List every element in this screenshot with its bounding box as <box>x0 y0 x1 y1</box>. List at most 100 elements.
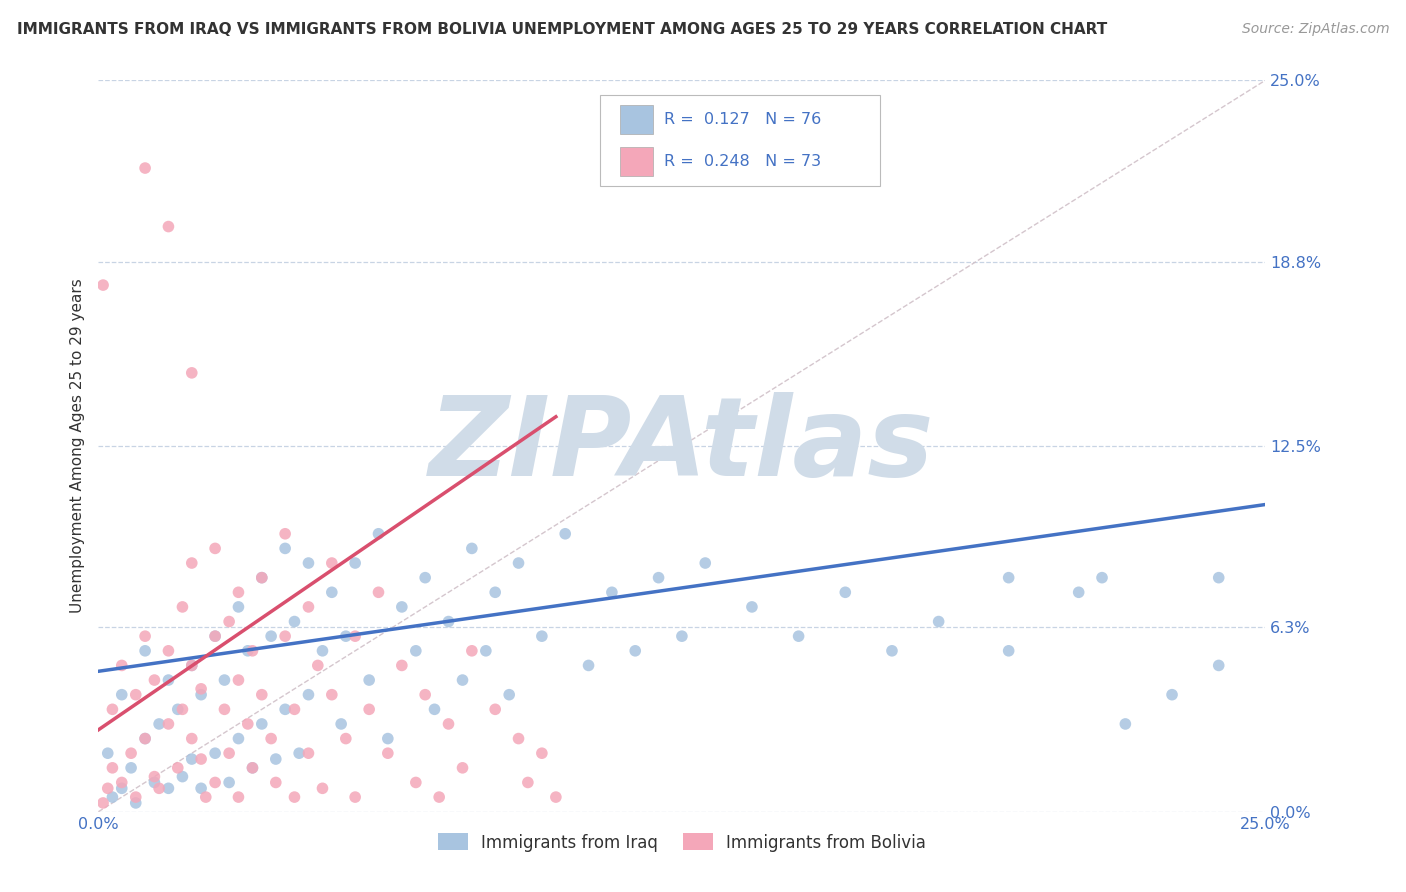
Point <box>242 761 264 775</box>
Point <box>928 615 950 629</box>
Point <box>134 629 156 643</box>
Point <box>274 541 297 556</box>
Point <box>218 746 240 760</box>
Point <box>311 781 333 796</box>
Point <box>236 717 259 731</box>
Point <box>228 585 250 599</box>
Point <box>484 702 506 716</box>
Point <box>228 790 250 805</box>
Point <box>97 746 120 760</box>
Point <box>437 717 460 731</box>
Point <box>530 746 553 760</box>
Point <box>377 731 399 746</box>
Point <box>498 688 520 702</box>
Point <box>297 746 319 760</box>
Point <box>157 644 180 658</box>
Point <box>274 629 297 643</box>
Point <box>166 761 188 775</box>
Point <box>204 629 226 643</box>
Point <box>101 702 124 716</box>
Point <box>250 717 273 731</box>
Point <box>695 556 717 570</box>
Point <box>297 599 319 614</box>
Point <box>180 366 202 380</box>
Point <box>741 599 763 614</box>
Point <box>344 790 367 805</box>
Point <box>461 644 484 658</box>
FancyBboxPatch shape <box>620 147 652 177</box>
Point <box>228 673 250 687</box>
Text: IMMIGRANTS FROM IRAQ VS IMMIGRANTS FROM BOLIVIA UNEMPLOYMENT AMONG AGES 25 TO 29: IMMIGRANTS FROM IRAQ VS IMMIGRANTS FROM … <box>17 22 1107 37</box>
Point <box>190 752 212 766</box>
Point <box>288 746 311 760</box>
Point <box>307 658 329 673</box>
Point <box>391 658 413 673</box>
Point <box>508 556 530 570</box>
Point <box>111 781 134 796</box>
Point <box>880 644 903 658</box>
Point <box>157 673 180 687</box>
Text: R =  0.248   N = 73: R = 0.248 N = 73 <box>665 154 821 169</box>
Point <box>228 731 250 746</box>
Point <box>451 673 474 687</box>
Point <box>311 644 333 658</box>
Point <box>413 688 436 702</box>
Point <box>125 796 148 810</box>
Point <box>484 585 506 599</box>
Point <box>516 775 538 789</box>
Point <box>172 770 194 784</box>
Y-axis label: Unemployment Among Ages 25 to 29 years: Unemployment Among Ages 25 to 29 years <box>69 278 84 614</box>
Point <box>228 599 250 614</box>
Point <box>321 688 343 702</box>
Point <box>321 585 343 599</box>
Point <box>190 681 212 696</box>
Point <box>236 644 259 658</box>
Point <box>260 629 283 643</box>
Point <box>148 781 170 796</box>
Point <box>101 761 124 775</box>
Point <box>134 644 156 658</box>
Point <box>544 790 567 805</box>
Point <box>204 629 226 643</box>
Point <box>437 615 460 629</box>
Point <box>297 556 319 570</box>
Point <box>367 585 389 599</box>
Point <box>250 571 273 585</box>
Point <box>260 731 283 746</box>
Point <box>834 585 856 599</box>
Point <box>214 673 236 687</box>
Point <box>359 702 381 716</box>
Point <box>120 761 142 775</box>
Point <box>283 615 305 629</box>
Point <box>461 541 484 556</box>
Point <box>367 526 389 541</box>
Point <box>451 761 474 775</box>
Point <box>180 658 202 673</box>
Point <box>530 629 553 643</box>
Legend: Immigrants from Iraq, Immigrants from Bolivia: Immigrants from Iraq, Immigrants from Bo… <box>432 827 932 858</box>
Point <box>134 731 156 746</box>
Text: Source: ZipAtlas.com: Source: ZipAtlas.com <box>1241 22 1389 37</box>
Point <box>274 526 297 541</box>
Point <box>335 629 357 643</box>
Point <box>97 781 120 796</box>
Point <box>180 658 202 673</box>
Point <box>111 658 134 673</box>
Point <box>204 746 226 760</box>
Point <box>242 761 264 775</box>
Point <box>344 629 367 643</box>
Point <box>172 702 194 716</box>
Point <box>1161 688 1184 702</box>
Point <box>377 746 399 760</box>
Point <box>1067 585 1090 599</box>
Point <box>91 278 114 293</box>
Point <box>624 644 647 658</box>
Point <box>264 775 287 789</box>
Point <box>204 775 226 789</box>
Point <box>204 541 226 556</box>
Point <box>335 731 357 746</box>
Point <box>1208 571 1230 585</box>
Point <box>344 556 367 570</box>
Point <box>600 585 623 599</box>
Point <box>405 644 427 658</box>
